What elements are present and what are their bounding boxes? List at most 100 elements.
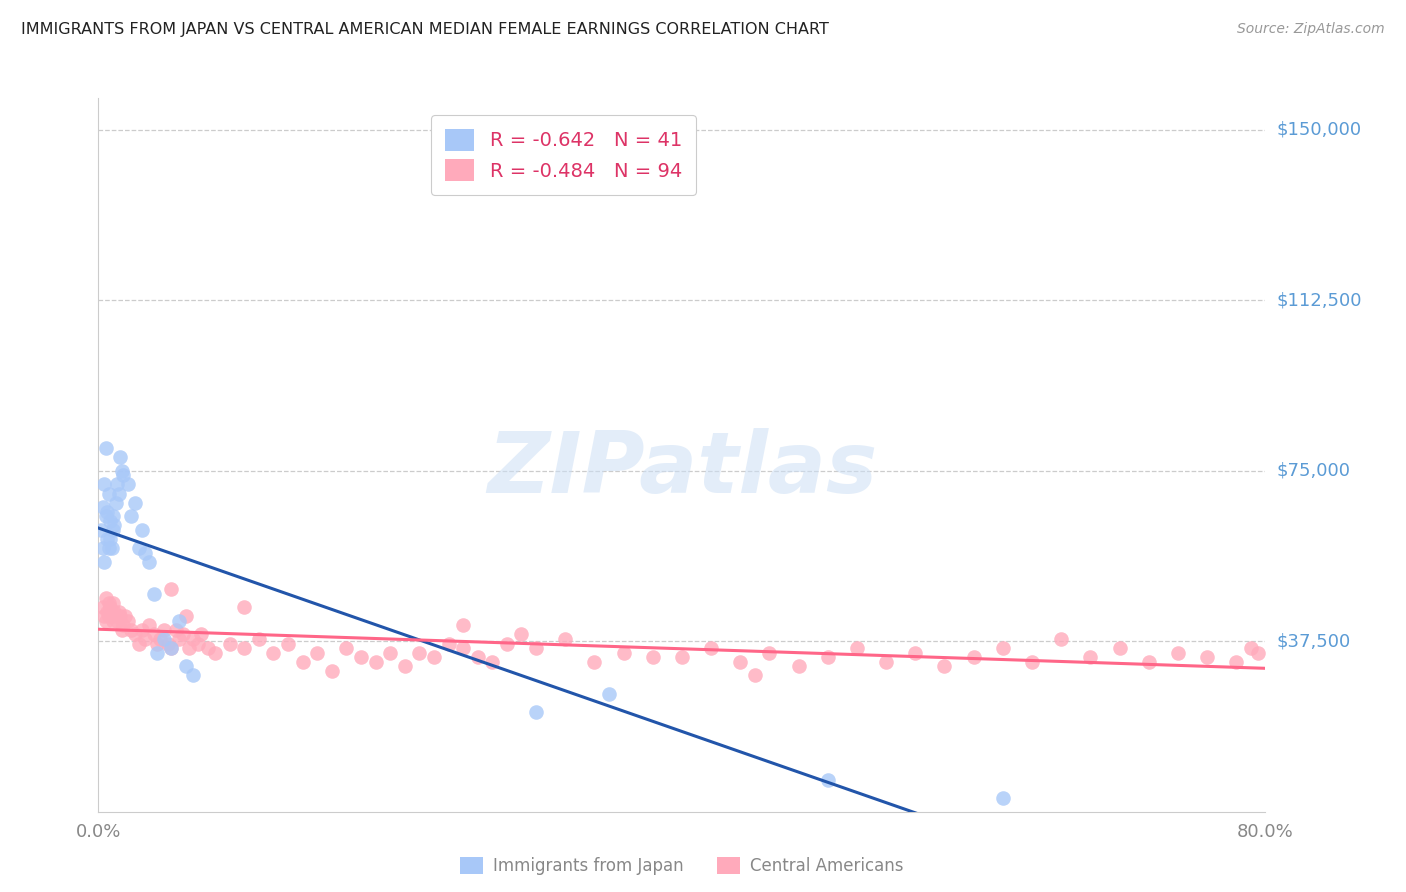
Point bbox=[1021, 655, 1043, 669]
Point bbox=[451, 641, 474, 656]
Point bbox=[165, 623, 187, 637]
Point bbox=[671, 650, 693, 665]
Point bbox=[641, 650, 664, 665]
Point bbox=[131, 523, 153, 537]
Point bbox=[467, 650, 489, 665]
Point bbox=[134, 632, 156, 646]
Point bbox=[104, 609, 127, 624]
Point bbox=[138, 555, 160, 569]
Point bbox=[160, 641, 183, 656]
Point bbox=[350, 650, 373, 665]
Point bbox=[1225, 655, 1247, 669]
Point bbox=[218, 636, 240, 650]
Point bbox=[758, 646, 780, 660]
Point bbox=[744, 668, 766, 682]
Text: Source: ZipAtlas.com: Source: ZipAtlas.com bbox=[1237, 22, 1385, 37]
Point bbox=[108, 605, 131, 619]
Point bbox=[233, 641, 256, 656]
Text: $37,500: $37,500 bbox=[1277, 632, 1351, 650]
Point bbox=[96, 605, 118, 619]
Point bbox=[111, 464, 134, 478]
Point bbox=[1167, 646, 1189, 660]
Point bbox=[700, 641, 723, 656]
Point bbox=[204, 646, 226, 660]
Point bbox=[583, 655, 606, 669]
Point bbox=[394, 659, 416, 673]
Point bbox=[1080, 650, 1102, 665]
Point bbox=[172, 627, 194, 641]
Point bbox=[187, 636, 209, 650]
Point bbox=[408, 646, 430, 660]
Point bbox=[1195, 650, 1218, 665]
Point bbox=[991, 641, 1014, 656]
Point bbox=[94, 614, 117, 628]
Point bbox=[174, 609, 197, 624]
Point bbox=[124, 496, 146, 510]
Point bbox=[97, 596, 120, 610]
Point bbox=[364, 655, 387, 669]
Point bbox=[321, 664, 343, 678]
Point bbox=[134, 546, 156, 560]
Point bbox=[181, 668, 204, 682]
Point bbox=[167, 614, 190, 628]
Point bbox=[524, 705, 547, 719]
Point bbox=[120, 623, 142, 637]
Text: $75,000: $75,000 bbox=[1277, 462, 1351, 480]
Point bbox=[510, 627, 533, 641]
Point bbox=[190, 627, 212, 641]
Point bbox=[1108, 641, 1130, 656]
Point bbox=[90, 523, 112, 537]
Point bbox=[131, 623, 153, 637]
Point bbox=[100, 609, 122, 624]
Point bbox=[598, 687, 620, 701]
Point bbox=[612, 646, 634, 660]
Point bbox=[105, 477, 128, 491]
Point bbox=[437, 636, 460, 650]
Point bbox=[96, 505, 118, 519]
Point bbox=[142, 627, 165, 641]
Text: ZIPatlas: ZIPatlas bbox=[486, 427, 877, 511]
Point bbox=[728, 655, 751, 669]
Point bbox=[197, 641, 219, 656]
Legend: Immigrants from Japan, Central Americans: Immigrants from Japan, Central Americans bbox=[453, 850, 911, 882]
Point bbox=[934, 659, 956, 673]
Point bbox=[1240, 641, 1263, 656]
Point bbox=[100, 541, 122, 555]
Point bbox=[97, 486, 120, 500]
Point bbox=[378, 646, 402, 660]
Point bbox=[98, 514, 121, 528]
Point bbox=[97, 541, 120, 555]
Point bbox=[108, 486, 131, 500]
Point bbox=[495, 636, 517, 650]
Point bbox=[120, 509, 142, 524]
Point bbox=[146, 636, 169, 650]
Point bbox=[142, 586, 165, 600]
Point bbox=[105, 614, 128, 628]
Point bbox=[103, 605, 125, 619]
Point bbox=[117, 614, 139, 628]
Point bbox=[138, 618, 160, 632]
Point bbox=[117, 477, 139, 491]
Point bbox=[160, 641, 183, 656]
Point bbox=[307, 646, 329, 660]
Point bbox=[153, 623, 176, 637]
Point bbox=[247, 632, 270, 646]
Point bbox=[128, 541, 150, 555]
Point bbox=[94, 441, 117, 455]
Point bbox=[962, 650, 984, 665]
Point bbox=[94, 509, 117, 524]
Point bbox=[451, 618, 474, 632]
Point bbox=[167, 632, 190, 646]
Point bbox=[845, 641, 868, 656]
Point bbox=[146, 646, 169, 660]
Text: IMMIGRANTS FROM JAPAN VS CENTRAL AMERICAN MEDIAN FEMALE EARNINGS CORRELATION CHA: IMMIGRANTS FROM JAPAN VS CENTRAL AMERICA… bbox=[21, 22, 830, 37]
Point bbox=[174, 659, 197, 673]
Point bbox=[817, 772, 839, 787]
Point bbox=[110, 609, 132, 624]
Point bbox=[101, 523, 124, 537]
Point bbox=[423, 650, 446, 665]
Point bbox=[160, 582, 183, 596]
Point bbox=[554, 632, 576, 646]
Point bbox=[91, 500, 114, 515]
Point bbox=[96, 532, 118, 546]
